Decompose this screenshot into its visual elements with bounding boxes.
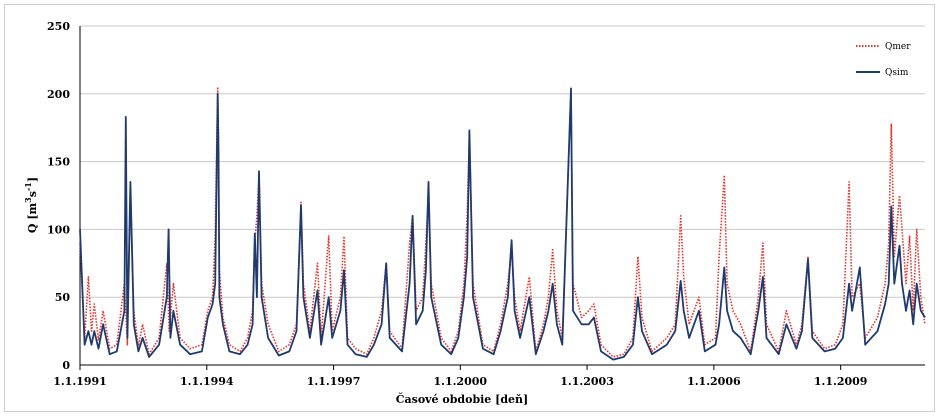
y-tick-label: 100 [47,223,70,236]
legend-label-qmer: Qmer [885,42,911,52]
tick-labels: 0 50 100 150 200 250 1.1.1991 1.1.1994 1.1.1997 1… [47,20,867,388]
x-axis-title: Časové obdobie [deň] [396,392,528,406]
x-tick-label: 1.1.2003 [560,375,614,388]
axes [79,26,925,370]
x-tick-label: 1.1.1994 [180,375,234,388]
x-tick-label: 1.1.1997 [307,375,361,388]
grid-lines [80,25,925,298]
y-tick-label: 250 [47,20,70,33]
x-tick-label: 1.1.1991 [53,375,107,388]
legend-label-qsim: Qsim [885,68,909,78]
x-tick-label: 1.1.2009 [814,375,868,388]
legend: Qmer Qsim [856,42,911,78]
chart-border [4,4,935,412]
y-tick-label: 50 [55,291,71,304]
series-layer [79,86,926,361]
y-axis-title: Q [m3s-1] [23,177,39,233]
x-tick-label: 1.1.2006 [687,375,741,388]
y-tick-label: 150 [47,156,70,169]
series-line-qsim [79,87,926,361]
y-tick-label: 200 [47,88,70,101]
x-tick-label: 1.1.2000 [433,375,487,388]
y-tick-label: 0 [62,359,70,372]
